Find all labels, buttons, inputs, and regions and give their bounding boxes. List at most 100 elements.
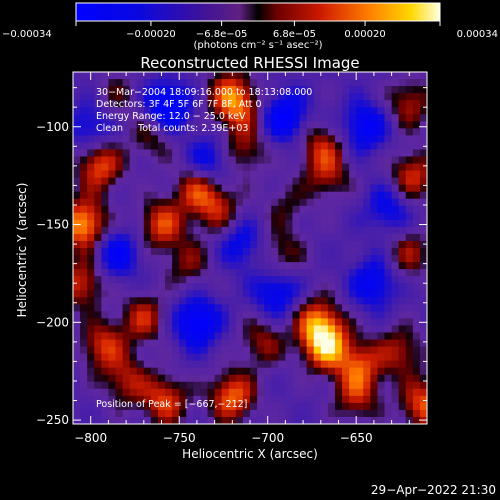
heatmap-cell — [242, 353, 251, 362]
heatmap-cell — [342, 100, 350, 108]
heatmap-cell — [398, 374, 407, 383]
heatmap-cell — [398, 325, 407, 333]
heatmap-cell — [214, 142, 223, 150]
heatmap-cell — [94, 121, 102, 129]
heatmap-cell — [313, 184, 322, 193]
heatmap-cell — [327, 381, 336, 390]
heatmap-cell — [200, 86, 208, 94]
heatmap-cell — [292, 339, 300, 347]
heatmap-cell — [264, 135, 272, 143]
heatmap-cell — [150, 332, 159, 340]
heatmap-cell — [172, 177, 180, 186]
heatmap-cell — [235, 219, 244, 228]
heatmap-cell — [398, 79, 407, 87]
heatmap-cell — [200, 332, 208, 340]
heatmap-cell — [172, 332, 180, 340]
heatmap-cell — [179, 402, 187, 411]
heatmap-cell — [193, 128, 201, 136]
heatmap-cell — [327, 255, 336, 263]
heatmap-cell — [129, 262, 138, 270]
heatmap-cell — [285, 297, 293, 305]
heatmap-cell — [391, 72, 400, 80]
heatmap-cell — [327, 374, 336, 383]
heatmap-cell — [242, 388, 251, 397]
colorbar-tick-label: 0.00034 — [457, 29, 498, 40]
heatmap-cell — [207, 191, 215, 200]
heatmap-cell — [200, 149, 208, 157]
heatmap-cell — [87, 219, 95, 228]
heatmap-cell — [250, 318, 258, 326]
heatmap-cell — [264, 191, 272, 200]
heatmap-cell — [94, 367, 102, 376]
heatmap-cell — [377, 297, 385, 305]
heatmap-cell — [179, 276, 187, 284]
heatmap-cell — [292, 212, 300, 221]
heatmap-cell — [412, 135, 421, 143]
heatmap-cell — [398, 339, 407, 347]
heatmap-cell — [412, 72, 421, 80]
heatmap-cell — [306, 304, 315, 312]
heatmap-cell — [242, 360, 251, 369]
heatmap-cell — [306, 135, 315, 143]
heatmap-cell — [370, 360, 378, 369]
heatmap-cell — [419, 395, 427, 404]
heatmap-cell — [80, 262, 88, 270]
heatmap-cell — [342, 388, 350, 397]
heatmap-cell — [143, 219, 152, 228]
heatmap-cell — [370, 135, 378, 143]
heatmap-cell — [419, 135, 427, 143]
heatmap-cell — [94, 86, 102, 94]
heatmap-cell — [214, 269, 223, 277]
heatmap-cell — [342, 367, 350, 376]
heatmap-cell — [80, 248, 88, 256]
heatmap-cell — [235, 360, 244, 369]
heatmap-cell — [264, 388, 272, 397]
heatmap-cell — [334, 233, 343, 242]
heatmap-cell — [150, 128, 159, 136]
heatmap-cell — [285, 325, 293, 333]
heatmap-cell — [221, 86, 230, 94]
heatmap-cell — [384, 318, 392, 326]
heatmap-cell — [313, 367, 322, 376]
heatmap-cell — [122, 402, 131, 411]
heatmap-cell — [193, 262, 201, 270]
heatmap-cell — [200, 409, 208, 418]
heatmap-cell — [157, 135, 166, 143]
heatmap-cell — [363, 381, 371, 390]
heatmap-cell — [320, 233, 329, 242]
heatmap-cell — [242, 128, 251, 136]
heatmap-cell — [193, 318, 201, 326]
heatmap-cell — [363, 388, 371, 397]
heatmap-cell — [73, 325, 81, 333]
heatmap-cell — [334, 360, 343, 369]
heatmap-cell — [221, 297, 230, 305]
heatmap-cell — [285, 86, 293, 94]
heatmap-cell — [193, 332, 201, 340]
heatmap-cell — [143, 128, 152, 136]
heatmap-cell — [136, 248, 145, 256]
heatmap-cell — [108, 388, 116, 397]
heatmap-cell — [122, 339, 131, 347]
heatmap-cell — [73, 367, 81, 376]
heatmap-cell — [129, 79, 138, 87]
heatmap-cell — [412, 240, 421, 249]
heatmap-cell — [157, 114, 166, 122]
heatmap-cell — [313, 86, 322, 94]
heatmap-cell — [101, 304, 109, 312]
heatmap-cell — [264, 339, 272, 347]
heatmap-cell — [143, 304, 152, 312]
heatmap-cell — [150, 360, 159, 369]
heatmap-cell — [108, 374, 116, 383]
heatmap-cell — [157, 93, 166, 101]
heatmap-cell — [377, 177, 385, 186]
heatmap-cell — [150, 276, 159, 284]
heatmap-cell — [250, 374, 258, 383]
heatmap-cell — [257, 290, 265, 298]
heatmap-cell — [384, 121, 392, 129]
heatmap-cell — [377, 72, 385, 80]
heatmap-cell — [363, 219, 371, 228]
heatmap-cell — [136, 262, 145, 270]
heatmap-cell — [221, 311, 230, 319]
heatmap-cell — [221, 114, 230, 122]
heatmap-cell — [278, 198, 286, 207]
